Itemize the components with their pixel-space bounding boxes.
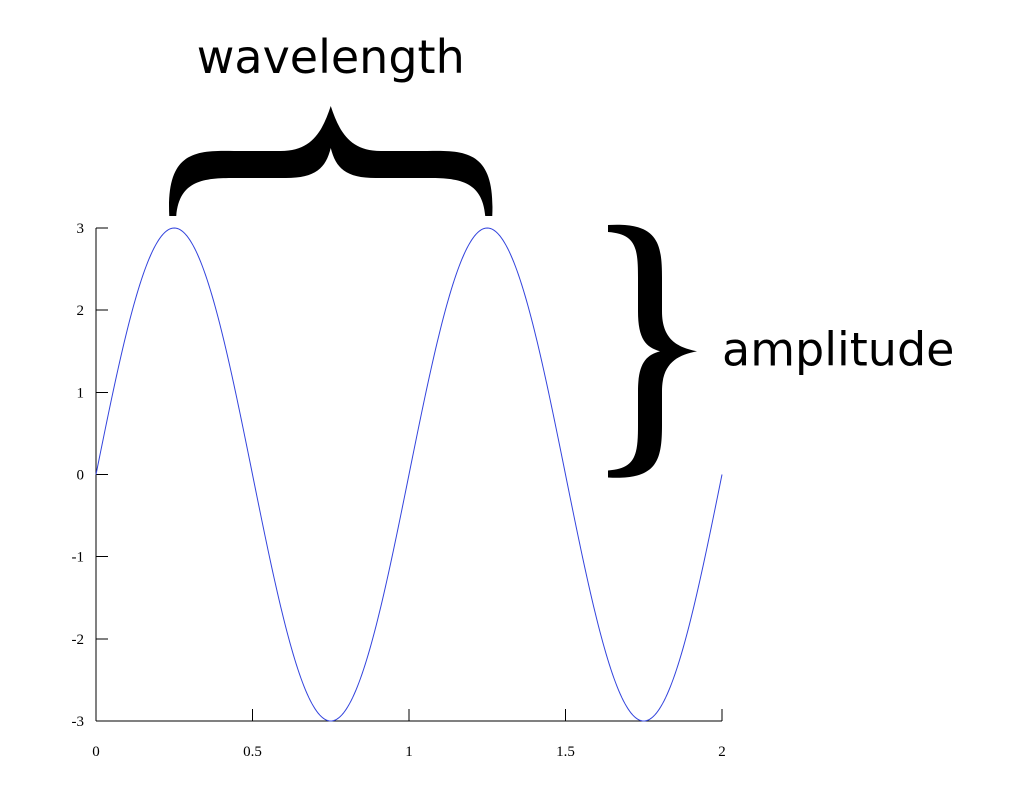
x-tick-label: 0.5: [243, 744, 262, 760]
y-tick-label: -3: [72, 714, 85, 730]
series-line: [95, 227, 723, 722]
y-tick-label: -1: [72, 550, 85, 566]
y-tick-label: -2: [72, 632, 85, 648]
y-tick-label: 1: [77, 385, 85, 401]
x-tick-label: 1.5: [556, 744, 575, 760]
y-tick-label: 2: [77, 303, 85, 319]
x-tick-label: 1: [405, 744, 413, 760]
wavelength-brace: [169, 106, 493, 216]
y-axis-ticks: 3 2 1 0 -1 -2 -3: [72, 221, 108, 730]
x-tick-label: 2: [718, 744, 726, 760]
x-axis-ticks: 0 0.5 1 1.5 2: [92, 709, 726, 760]
amplitude-label: amplitude: [722, 322, 954, 376]
y-tick-label: 0: [77, 468, 85, 484]
x-tick-label: 0: [92, 744, 100, 760]
wavelength-label: wavelength: [197, 30, 465, 84]
amplitude-brace: [608, 224, 697, 478]
series-group: [95, 227, 723, 722]
y-tick-label: 3: [77, 221, 85, 237]
